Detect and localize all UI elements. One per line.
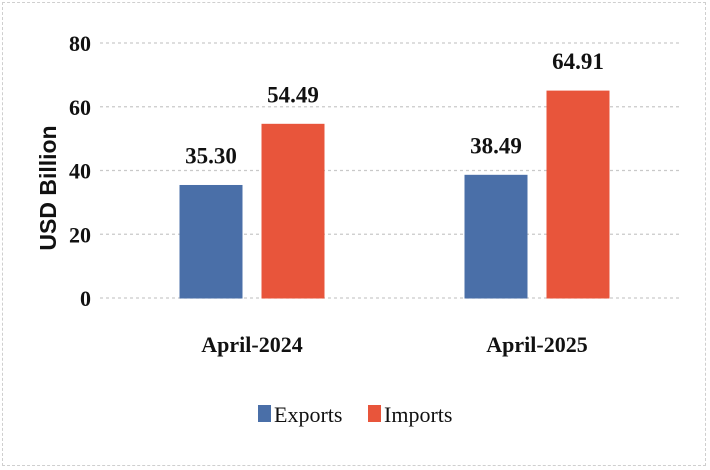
chart-frame: [2, 2, 706, 466]
bar-imports: [546, 90, 610, 299]
data-labels: 35.30 54.49 38.49 64.91: [185, 49, 604, 168]
bar-exports: [179, 184, 243, 299]
y-axis-ticks: 0 20 40 60 80: [69, 31, 91, 311]
x-axis-categories: April-2024 April-2025: [201, 332, 587, 357]
y-tick-label: 40: [69, 159, 91, 184]
data-label: 64.91: [552, 49, 604, 74]
y-tick-label: 20: [69, 222, 91, 247]
y-axis-label: USD Billion: [35, 125, 61, 250]
x-category-label: April-2024: [201, 332, 302, 357]
x-category-label: April-2025: [486, 332, 587, 357]
data-label: 54.49: [267, 82, 319, 107]
legend-label-exports: Exports: [274, 402, 342, 427]
bar-exports: [464, 174, 528, 299]
legend-label-imports: Imports: [384, 402, 452, 427]
legend-swatch-imports: [368, 405, 381, 422]
data-label: 38.49: [470, 133, 522, 158]
legend: Exports Imports: [258, 402, 452, 427]
y-tick-label: 60: [69, 95, 91, 120]
bar-imports: [261, 123, 325, 299]
legend-swatch-exports: [258, 405, 271, 422]
data-label: 35.30: [185, 143, 237, 168]
bars: [179, 90, 610, 299]
y-tick-label: 80: [69, 31, 91, 56]
y-tick-label: 0: [80, 286, 91, 311]
